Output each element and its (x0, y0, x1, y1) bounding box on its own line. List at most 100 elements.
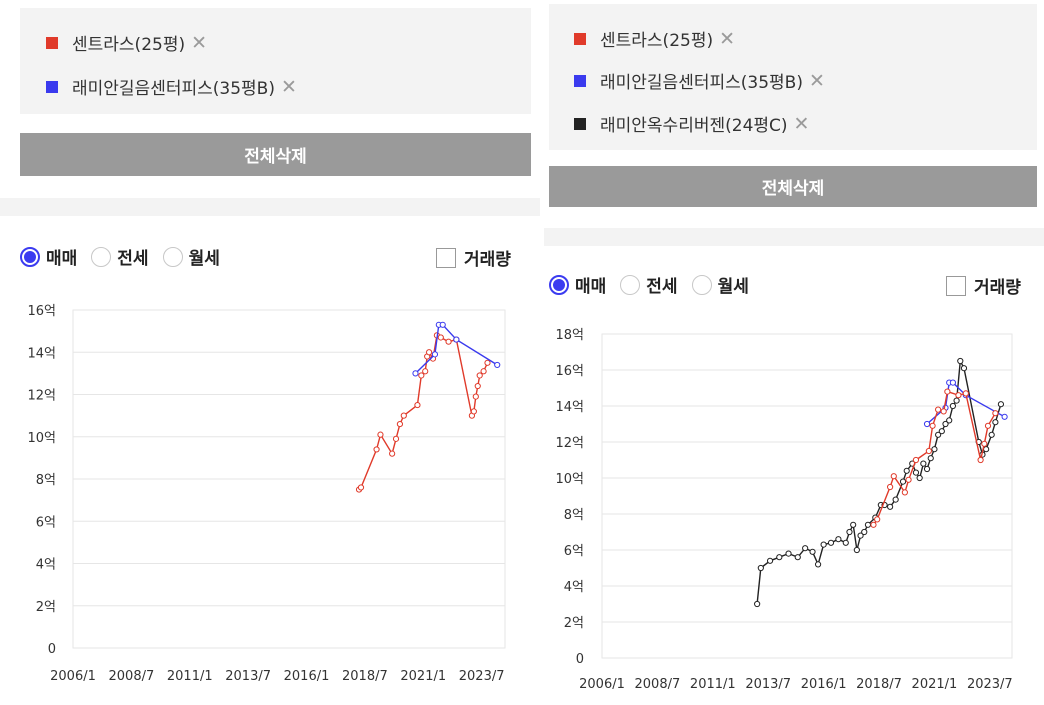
data-point (484, 359, 491, 366)
data-point (929, 422, 936, 429)
data-point (912, 469, 920, 476)
y-tick-label: 2억 (564, 616, 584, 631)
x-tick-label: 2008/7 (109, 669, 155, 684)
x-tick-label: 2023/7 (459, 669, 505, 684)
price-chart-right: 0 2억 4억 6억 8억 10억 12억 14억 16억 18억 2006/1 2008/7 2011… (555, 328, 1012, 692)
radio-jeonse[interactable]: 전세 (91, 244, 149, 269)
x-tick-label: 2016/1 (284, 669, 330, 684)
data-point (864, 521, 872, 528)
checkbox-box (436, 247, 456, 268)
series-color-swatch (574, 32, 586, 45)
data-point (472, 393, 479, 400)
data-point (373, 446, 380, 453)
volume-checkbox[interactable]: 거래량 (436, 245, 511, 270)
radio-circle (162, 246, 183, 267)
data-point (903, 467, 910, 474)
radio-label: 월세 (717, 277, 749, 297)
data-point (1001, 413, 1008, 420)
data-point (426, 349, 433, 356)
data-point (835, 536, 842, 543)
data-point (955, 392, 962, 399)
data-point (960, 365, 968, 372)
data-point (400, 412, 407, 419)
y-tick-label: 16억 (27, 304, 56, 319)
x-tick-label: 2011/1 (690, 677, 736, 692)
close-icon[interactable]: ✕ (280, 75, 297, 98)
data-point (377, 431, 384, 438)
data-point (474, 382, 481, 390)
data-point (923, 465, 931, 473)
data-point (861, 528, 868, 536)
data-point (949, 379, 957, 386)
data-point (901, 489, 908, 496)
close-icon[interactable]: ✕ (808, 69, 825, 92)
radio-sale[interactable]: 매매 (20, 244, 77, 269)
radio-wolse[interactable]: 월세 (691, 272, 749, 297)
section-divider (544, 228, 1044, 246)
data-point (794, 554, 801, 561)
x-tick-label: 2021/1 (400, 669, 446, 684)
volume-checkbox[interactable]: 거래량 (946, 273, 1021, 298)
data-point (766, 557, 774, 564)
y-tick-label: 8억 (36, 473, 56, 488)
data-point (392, 435, 400, 442)
data-point (997, 401, 1005, 408)
price-chart-left: 0 2억 4억 6억 8억 10억 12억 14억 16억 2006/1 2008/7 2011/1 2… (27, 304, 506, 684)
legend-item-raemian-gileum: 래미안길음센터피스(35평B) ✕ (574, 68, 825, 93)
legend-item-label: 래미안옥수리버젠(24평C) (600, 116, 788, 136)
series-color-swatch (46, 80, 58, 93)
radio-wolse[interactable]: 월세 (162, 244, 220, 269)
data-point (931, 446, 938, 453)
x-tick-label: 2006/1 (50, 669, 96, 684)
data-point (480, 368, 487, 375)
legend-item-label: 센트라스(25평) (600, 31, 714, 51)
y-tick-label: 14억 (555, 400, 584, 415)
data-point (935, 406, 942, 413)
y-tick-label: 0 (576, 652, 584, 667)
close-icon[interactable]: ✕ (719, 27, 736, 50)
radio-label: 매매 (575, 277, 607, 297)
y-tick-label: 8억 (564, 508, 584, 523)
data-point (920, 460, 927, 467)
data-point (874, 516, 881, 523)
radio-sale[interactable]: 매매 (549, 272, 606, 297)
data-point (842, 539, 849, 546)
close-icon[interactable]: ✕ (191, 31, 208, 54)
data-point (414, 401, 421, 409)
radio-jeonse[interactable]: 전세 (620, 272, 678, 297)
radio-label: 매매 (46, 249, 78, 269)
x-tick-label: 2021/1 (912, 677, 958, 692)
y-tick-label: 12억 (555, 436, 584, 451)
radio-label: 전세 (646, 277, 678, 297)
x-tick-label: 2016/1 (801, 677, 847, 692)
data-point (439, 321, 446, 328)
data-point (988, 431, 995, 438)
legend-item-centras: 센트라스(25평) ✕ (46, 30, 207, 55)
data-point (940, 408, 947, 415)
y-tick-label: 16억 (555, 364, 584, 379)
data-point (857, 532, 864, 539)
data-point (785, 550, 792, 557)
data-point (899, 478, 907, 485)
data-point (981, 440, 988, 447)
data-point (445, 338, 452, 345)
section-divider (0, 198, 540, 216)
legend-item-label: 래미안길음센터피스(35평B) (600, 73, 803, 93)
data-point (916, 474, 923, 482)
clear-all-button[interactable]: 전체삭제 (549, 166, 1037, 207)
data-point (983, 446, 990, 453)
legend-item-centras: 센트라스(25평) ✕ (574, 26, 735, 51)
data-point (802, 545, 809, 552)
trade-type-radio-group: 매매 전세 월세 (20, 244, 234, 269)
data-point (850, 521, 857, 528)
data-point (453, 336, 460, 343)
data-point (925, 447, 932, 455)
close-icon[interactable]: ✕ (793, 112, 810, 135)
y-tick-label: 12억 (27, 389, 56, 404)
data-point (494, 361, 501, 369)
series-line (358, 334, 489, 491)
data-point (431, 351, 439, 358)
y-tick-label: 4억 (564, 580, 584, 595)
clear-all-button[interactable]: 전체삭제 (20, 133, 531, 176)
series-color-swatch (574, 74, 586, 87)
